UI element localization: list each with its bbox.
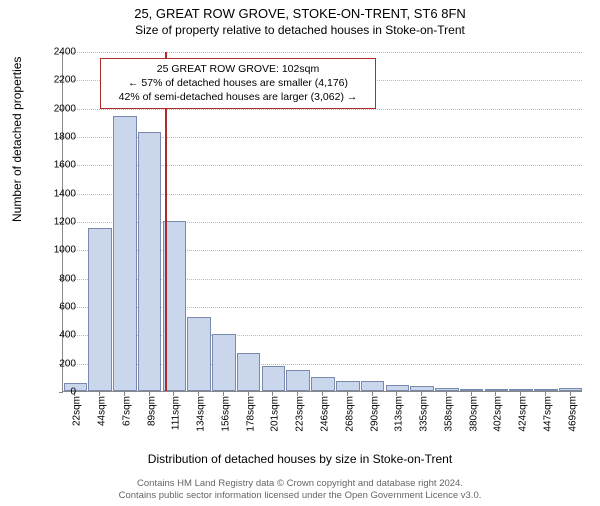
histogram-bar (410, 386, 434, 391)
xtick-label: 178sqm (245, 396, 256, 432)
histogram-bar (534, 389, 558, 391)
histogram-bar (212, 334, 236, 391)
histogram-bar (361, 381, 385, 391)
ytick-label: 1000 (36, 245, 76, 256)
xtick-label: 380sqm (468, 396, 479, 432)
histogram-bar (187, 317, 211, 391)
xtick-label: 67sqm (121, 396, 132, 426)
ytick-label: 800 (36, 273, 76, 284)
histogram-bar (460, 389, 484, 391)
histogram-bar (311, 377, 335, 391)
info-line-3: 42% of semi-detached houses are larger (… (107, 90, 369, 104)
xtick-label: 402sqm (493, 396, 504, 432)
histogram-bar (88, 228, 112, 391)
ytick-label: 0 (36, 387, 76, 398)
ytick-label: 200 (36, 358, 76, 369)
ytick-label: 1600 (36, 160, 76, 171)
histogram-bar (262, 366, 286, 392)
xtick-label: 268sqm (344, 396, 355, 432)
page-title-line2: Size of property relative to detached ho… (0, 23, 600, 37)
xtick-label: 447sqm (542, 396, 553, 432)
gridline (63, 109, 582, 110)
histogram-bar (386, 385, 410, 391)
ytick-label: 1200 (36, 217, 76, 228)
xtick-label: 358sqm (443, 396, 454, 432)
histogram-bar (138, 132, 162, 391)
histogram-bar (113, 116, 137, 391)
footer: Contains HM Land Registry data © Crown c… (0, 478, 600, 502)
histogram-bar (509, 389, 533, 391)
histogram-bar (559, 388, 583, 391)
xtick-label: 156sqm (220, 396, 231, 432)
x-axis-label: Distribution of detached houses by size … (0, 452, 600, 466)
histogram-bar (286, 370, 310, 391)
xtick-label: 424sqm (518, 396, 529, 432)
xtick-label: 335sqm (419, 396, 430, 432)
ytick-label: 1400 (36, 188, 76, 199)
xtick-label: 201sqm (270, 396, 281, 432)
xtick-label: 290sqm (369, 396, 380, 432)
page-title-line1: 25, GREAT ROW GROVE, STOKE-ON-TRENT, ST6… (0, 6, 600, 21)
histogram-bar (237, 353, 261, 391)
histogram-bar (485, 389, 509, 391)
xtick-label: 134sqm (196, 396, 207, 432)
ytick-label: 2400 (36, 47, 76, 58)
xtick-label: 313sqm (394, 396, 405, 432)
y-axis-label: Number of detached properties (10, 57, 24, 222)
info-box: 25 GREAT ROW GROVE: 102sqm ← 57% of deta… (100, 58, 376, 109)
ytick-label: 600 (36, 302, 76, 313)
xtick-label: 22sqm (72, 396, 83, 426)
histogram-bar (336, 381, 360, 391)
xtick-label: 44sqm (97, 396, 108, 426)
ytick-label: 1800 (36, 132, 76, 143)
histogram-bar (435, 388, 459, 391)
xtick-label: 89sqm (146, 396, 157, 426)
footer-line-2: Contains public sector information licen… (0, 490, 600, 502)
xtick-label: 246sqm (320, 396, 331, 432)
xtick-label: 469sqm (567, 396, 578, 432)
xtick-label: 223sqm (295, 396, 306, 432)
info-line-2: ← 57% of detached houses are smaller (4,… (107, 76, 369, 90)
info-line-1: 25 GREAT ROW GROVE: 102sqm (107, 62, 369, 76)
footer-line-1: Contains HM Land Registry data © Crown c… (0, 478, 600, 490)
ytick-label: 2000 (36, 103, 76, 114)
xtick-label: 111sqm (171, 396, 182, 430)
ytick-label: 400 (36, 330, 76, 341)
ytick-label: 2200 (36, 75, 76, 86)
gridline (63, 52, 582, 53)
chart-area: 25 GREAT ROW GROVE: 102sqm ← 57% of deta… (62, 52, 582, 422)
